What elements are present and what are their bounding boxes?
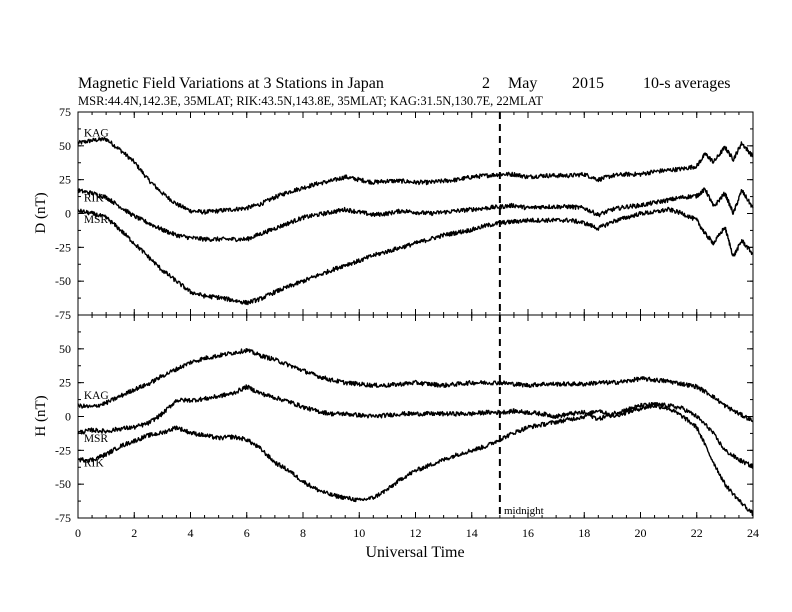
x-axis-label: Universal Time bbox=[365, 544, 464, 561]
y-tick-label: -75 bbox=[55, 308, 71, 322]
y-tick-label: 25 bbox=[59, 173, 71, 187]
station-label-rik: RIK bbox=[84, 192, 105, 204]
y-tick-label: 75 bbox=[59, 105, 71, 119]
midnight-label: midnight bbox=[504, 505, 544, 517]
panel-d-ylabel: D (nT) bbox=[33, 192, 49, 233]
x-tick-label: 8 bbox=[300, 526, 306, 540]
panel-h-ylabel: H (nT) bbox=[33, 395, 49, 436]
y-tick-label: -25 bbox=[55, 443, 71, 457]
x-tick-label: 14 bbox=[466, 526, 478, 540]
station-label-msr: MSR bbox=[84, 433, 109, 445]
y-tick-label: -50 bbox=[55, 274, 71, 288]
series-line-rik bbox=[77, 187, 754, 243]
chart-title: Magnetic Field Variations at 3 Stations … bbox=[78, 75, 384, 92]
x-tick-label: 0 bbox=[75, 526, 81, 540]
x-tick-label: 16 bbox=[522, 526, 534, 540]
y-tick-label: 0 bbox=[65, 410, 71, 424]
y-tick-label: 0 bbox=[65, 207, 71, 221]
x-tick-label: 2 bbox=[131, 526, 137, 540]
axis-labels: 75 50 25 0 -25 -50 -75 KAG RIK MSR 50 25 0 -25 -50 -75 0… bbox=[55, 105, 759, 540]
series-lines bbox=[77, 137, 754, 517]
axes-ticks bbox=[77, 111, 754, 519]
y-tick-label: 50 bbox=[59, 342, 71, 356]
x-tick-label: 12 bbox=[410, 526, 422, 540]
station-label-kag: KAG bbox=[84, 390, 109, 402]
station-label-rik: RIK bbox=[84, 458, 105, 470]
y-tick-label: 50 bbox=[59, 139, 71, 153]
series-line-msr bbox=[77, 384, 754, 469]
series-line-rik bbox=[77, 403, 754, 517]
series-line-msr bbox=[77, 206, 754, 306]
chart-subtitle: MSR:44.4N,142.3E, 35MLAT; RIK:43.5N,143.… bbox=[78, 94, 543, 108]
panel-h-frame bbox=[77, 314, 754, 519]
title-month: May bbox=[508, 75, 537, 92]
title-day: 2 bbox=[482, 75, 490, 92]
y-tick-label: 25 bbox=[59, 376, 71, 390]
x-tick-label: 20 bbox=[635, 526, 647, 540]
title-year: 2015 bbox=[572, 75, 604, 92]
x-tick-label: 4 bbox=[188, 526, 194, 540]
series-line-kag bbox=[77, 348, 754, 423]
x-tick-label: 24 bbox=[747, 526, 759, 540]
title-averaging: 10-s averages bbox=[643, 75, 731, 92]
y-tick-label: -25 bbox=[55, 240, 71, 254]
station-label-msr: MSR bbox=[84, 214, 109, 226]
series-line-kag bbox=[77, 137, 754, 215]
x-tick-label: 10 bbox=[353, 526, 365, 540]
station-label-kag: KAG bbox=[84, 127, 109, 139]
x-tick-label: 22 bbox=[691, 526, 703, 540]
y-tick-label: -50 bbox=[55, 477, 71, 491]
y-tick-label: -75 bbox=[55, 511, 71, 525]
x-tick-label: 6 bbox=[244, 526, 250, 540]
x-tick-label: 18 bbox=[578, 526, 590, 540]
